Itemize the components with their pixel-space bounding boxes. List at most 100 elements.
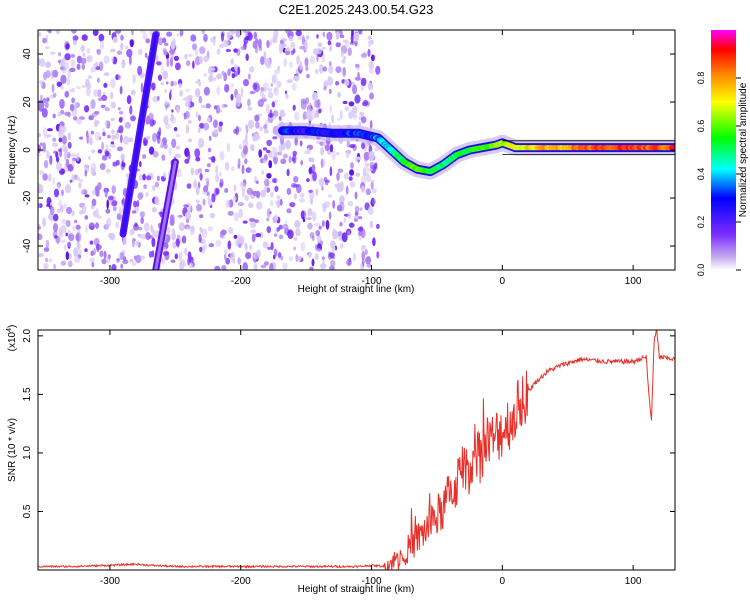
noise-speck (369, 68, 374, 74)
noise-speck (266, 139, 273, 147)
noise-speck (89, 240, 94, 245)
noise-speck (84, 248, 88, 253)
noise-speck (288, 155, 292, 164)
noise-speck (96, 49, 101, 56)
noise-speck (291, 157, 295, 162)
noise-speck (365, 188, 371, 196)
noise-speck (130, 30, 135, 36)
noise-speck (202, 198, 206, 206)
noise-speck (86, 82, 92, 90)
noise-speck (263, 124, 268, 130)
noise-speck (339, 221, 343, 227)
noise-speck (271, 178, 277, 184)
colorbar-tick-label: 0.4 (696, 168, 706, 181)
noise-speck (163, 50, 169, 56)
noise-speck (71, 158, 75, 167)
noise-speck (227, 210, 234, 216)
noise-speck (137, 192, 143, 200)
noise-speck (244, 194, 249, 201)
noise-speck (321, 220, 325, 228)
noise-speck (148, 251, 153, 258)
noise-speck (245, 32, 248, 37)
noise-speck (230, 93, 234, 101)
noise-speck (360, 84, 365, 91)
x-tick-label: -300 (100, 276, 120, 287)
noise-speck (293, 236, 298, 241)
noise-speck (132, 238, 136, 242)
noise-speck (203, 55, 209, 63)
noise-speck (306, 147, 311, 155)
noise-speck (179, 32, 183, 37)
noise-speck (49, 206, 55, 216)
noise-speck (52, 69, 59, 78)
noise-speck (100, 104, 106, 108)
noise-speck (44, 159, 49, 169)
noise-speck (338, 201, 345, 212)
noise-speck (244, 158, 248, 165)
noise-speck (260, 264, 267, 269)
noise-speck (294, 111, 300, 121)
noise-speck (38, 133, 42, 138)
noise-speck (219, 178, 224, 187)
noise-speck (342, 100, 348, 105)
noise-speck (263, 178, 270, 187)
noise-speck (300, 100, 307, 110)
noise-speck (178, 222, 185, 232)
noise-speck (178, 83, 182, 89)
noise-speck (107, 232, 114, 239)
noise-speck (364, 249, 368, 256)
noise-speck (163, 115, 169, 125)
noise-speck (299, 61, 303, 71)
noise-speck (187, 53, 193, 57)
noise-speck (110, 141, 115, 145)
noise-speck (195, 80, 200, 84)
noise-speck (60, 204, 64, 213)
noise-speck (69, 67, 76, 73)
noise-speck (207, 147, 212, 153)
noise-speck (56, 81, 63, 87)
noise-speck (59, 98, 65, 109)
noise-speck (171, 138, 177, 149)
noise-speck (224, 249, 228, 255)
noise-speck (101, 141, 105, 151)
colorbar-gradient (711, 30, 736, 270)
noise-speck (213, 119, 218, 128)
noise-speck (304, 216, 308, 220)
noise-speck (249, 144, 255, 151)
noise-speck (152, 184, 156, 192)
noise-speck (199, 246, 203, 253)
noise-speck (230, 166, 235, 172)
noise-speck (64, 111, 71, 117)
noise-speck (99, 250, 104, 258)
noise-speck (278, 115, 282, 121)
noise-speck (263, 51, 267, 60)
noise-speck (186, 183, 192, 189)
noise-speck (179, 89, 184, 97)
noise-speck (160, 82, 164, 86)
noise-speck (276, 200, 281, 208)
noise-speck (324, 144, 330, 152)
streak-1 (121, 33, 158, 236)
noise-speck (122, 236, 127, 246)
noise-speck (61, 135, 67, 145)
noise-speck (52, 137, 57, 142)
noise-speck (309, 266, 314, 270)
noise-speck (285, 47, 291, 52)
noise-speck (140, 255, 145, 260)
noise-speck (65, 43, 70, 50)
noise-speck (347, 47, 352, 56)
noise-speck (135, 240, 139, 247)
noise-speck (116, 213, 122, 220)
noise-speck (293, 176, 299, 183)
noise-speck (38, 253, 44, 258)
noise-speck (355, 172, 361, 177)
noise-speck (132, 74, 136, 84)
noise-speck (266, 40, 270, 49)
noise-speck (171, 228, 176, 238)
noise-speck (172, 241, 177, 249)
noise-speck (126, 95, 132, 105)
noise-speck (110, 78, 116, 89)
noise-speck (247, 106, 253, 111)
noise-speck (142, 173, 146, 181)
noise-speck (73, 256, 81, 263)
